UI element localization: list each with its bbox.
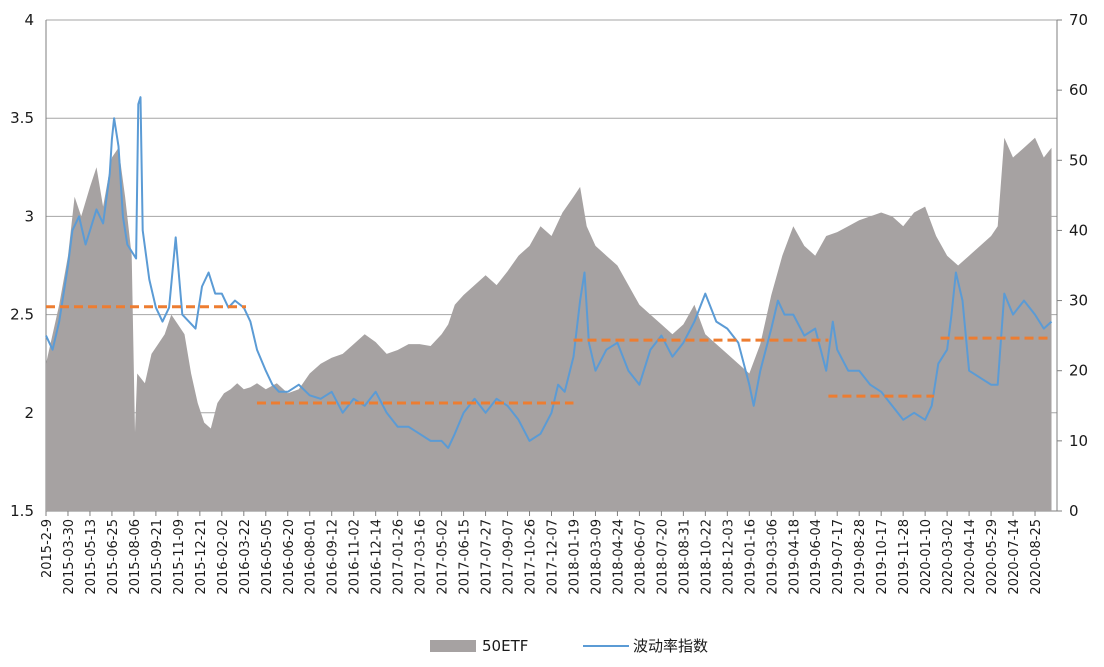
x-tick-label: 2017-01-26 xyxy=(392,519,407,595)
x-tick-label: 2019-06-04 xyxy=(809,519,824,595)
x-tick-label: 2018-08-31 xyxy=(677,519,692,595)
x-tick-label: 2015-09-21 xyxy=(150,519,165,595)
x-tick-label: 2016-06-20 xyxy=(282,519,297,595)
x-tick-label: 2020-01-10 xyxy=(919,519,934,595)
x-tick-label: 2018-07-20 xyxy=(655,519,670,595)
x-tick-label: 2017-09-07 xyxy=(502,519,517,595)
legend: 50ETF 波动率指数 xyxy=(430,637,708,655)
line-series-volatility xyxy=(45,96,1053,449)
x-tick-label: 2019-01-16 xyxy=(743,519,758,595)
y-axis-right: 0 10 20 30 40 50 60 70 xyxy=(1057,11,1088,520)
x-tick-label: 2018-04-24 xyxy=(611,519,626,595)
y-axis-left: 1.5 2 2.5 3 3.5 4 xyxy=(10,11,34,520)
y-right-tick-label: 50 xyxy=(1069,151,1088,169)
legend-label: 波动率指数 xyxy=(633,637,708,655)
x-tick-label: 2015-06-25 xyxy=(106,519,121,595)
x-tick-label: 2020-05-29 xyxy=(985,519,1000,595)
y-right-tick-label: 0 xyxy=(1069,502,1079,520)
line-volatility-index xyxy=(45,96,1053,449)
y-right-tick-label: 40 xyxy=(1069,221,1088,239)
y-left-tick-label: 4 xyxy=(24,11,34,29)
x-tick-label: 2020-03-02 xyxy=(941,519,956,595)
x-tick-label: 2016-09-12 xyxy=(326,519,341,595)
x-tick-label: 2019-08-28 xyxy=(853,519,868,595)
x-tick-label: 2015-2-9 xyxy=(40,519,55,578)
x-tick-label: 2015-12-21 xyxy=(194,519,209,595)
x-tick-label: 2016-08-01 xyxy=(304,519,319,595)
x-axis: 2015-2-9 2015-03-30 2015-05-13 2015-06-25 20… xyxy=(40,511,1044,595)
x-tick-label: 2017-05-02 xyxy=(436,519,451,595)
x-tick-label: 2019-11-28 xyxy=(897,519,912,595)
x-tick-label: 2019-07-17 xyxy=(831,519,846,595)
x-tick-label: 2016-03-22 xyxy=(238,519,253,595)
y-right-tick-label: 70 xyxy=(1069,11,1088,29)
x-tick-label: 2015-03-30 xyxy=(62,519,77,595)
y-left-tick-label: 1.5 xyxy=(10,502,34,520)
x-tick-label: 2017-07-27 xyxy=(480,519,495,595)
x-tick-label: 2017-10-26 xyxy=(524,519,539,595)
x-tick-label: 2018-10-22 xyxy=(699,519,714,595)
x-tick-label: 2018-01-19 xyxy=(567,519,582,595)
y-left-tick-label: 3.5 xyxy=(10,109,34,127)
x-tick-label: 2015-08-06 xyxy=(128,519,143,595)
y-right-tick-label: 60 xyxy=(1069,81,1088,99)
legend-label: 50ETF xyxy=(482,637,528,655)
x-tick-label: 2018-03-09 xyxy=(589,519,604,595)
x-tick-label: 2017-12-07 xyxy=(546,519,561,595)
x-tick-label: 2016-11-02 xyxy=(348,519,363,595)
x-tick-label: 2020-04-14 xyxy=(963,519,978,595)
x-tick-label: 2020-08-25 xyxy=(1029,519,1044,595)
y-right-tick-label: 20 xyxy=(1069,362,1088,380)
x-tick-label: 2016-05-05 xyxy=(260,519,275,595)
x-tick-label: 2018-12-03 xyxy=(721,519,736,595)
y-right-tick-label: 30 xyxy=(1069,292,1088,310)
x-tick-label: 2017-03-16 xyxy=(414,519,429,595)
x-tick-label: 2015-05-13 xyxy=(84,519,99,595)
x-tick-label: 2016-12-14 xyxy=(370,519,385,595)
x-tick-label: 2019-10-17 xyxy=(875,519,890,595)
x-tick-label: 2018-06-07 xyxy=(633,519,648,595)
x-tick-label: 2015-11-09 xyxy=(172,519,187,595)
area-50etf xyxy=(46,137,1052,512)
x-tick-label: 2019-03-06 xyxy=(765,519,780,595)
x-tick-label: 2020-07-14 xyxy=(1007,519,1022,595)
x-tick-label: 2017-06-15 xyxy=(458,519,473,595)
x-tick-label: 2016-02-02 xyxy=(216,519,231,595)
x-tick-label: 2019-04-18 xyxy=(787,519,802,595)
y-left-tick-label: 2 xyxy=(24,404,34,422)
area-series-50etf xyxy=(46,137,1052,512)
dashed-average-segments xyxy=(46,305,1052,405)
y-left-tick-label: 2.5 xyxy=(10,306,34,324)
legend-swatch-50etf xyxy=(430,640,476,652)
y-left-tick-label: 3 xyxy=(24,207,34,225)
y-right-tick-label: 10 xyxy=(1069,432,1088,450)
